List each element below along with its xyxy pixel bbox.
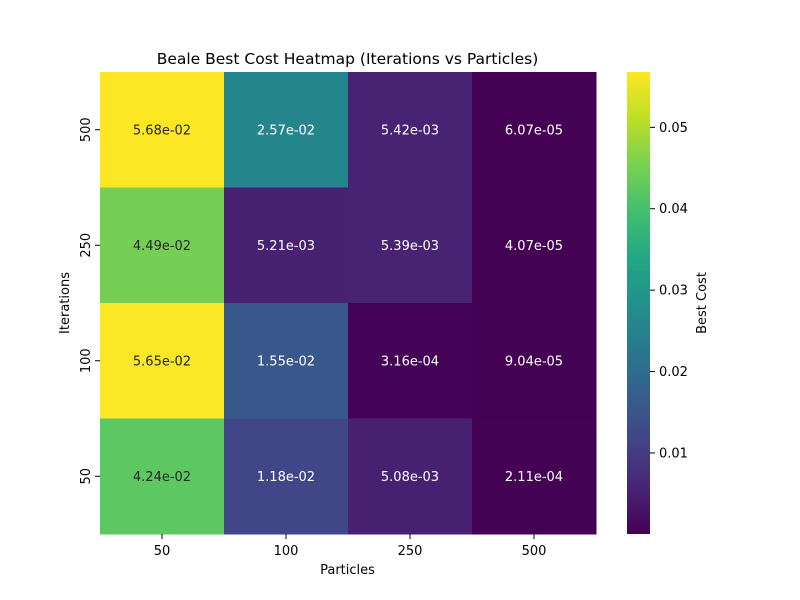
colorbar-tick-label: 0.01 xyxy=(659,446,688,461)
cell-value-label: 4.24e-02 xyxy=(133,470,191,485)
x-tick-label: 50 xyxy=(154,544,171,559)
heatmap-cell xyxy=(348,303,473,419)
cell-value-label: 5.21e-03 xyxy=(257,239,315,254)
cell-value-label: 1.55e-02 xyxy=(257,354,315,369)
x-axis-ticks: 50 100 250 500 xyxy=(154,534,547,559)
heatmap-cell xyxy=(472,187,597,304)
heatmap-cells: 5.68e-02 2.57e-02 5.42e-03 6.07e-05 4.49e-02… xyxy=(100,72,597,535)
heatmap-cell xyxy=(224,418,349,535)
x-tick-label: 100 xyxy=(274,544,299,559)
x-tick-label: 500 xyxy=(522,544,547,559)
cell-value-label: 3.16e-04 xyxy=(381,354,439,369)
y-axis-label: Iterations xyxy=(58,272,73,334)
heatmap-cell xyxy=(472,72,597,188)
colorbar-tick-label: 0.04 xyxy=(659,202,688,217)
cell-value-label: 9.04e-05 xyxy=(505,354,563,369)
cell-value-label: 5.65e-02 xyxy=(133,354,191,369)
heatmap-cell xyxy=(224,72,349,188)
heatmap-cell xyxy=(100,418,225,535)
colorbar-tick-label: 0.05 xyxy=(659,121,688,136)
colorbar-tick-label: 0.03 xyxy=(659,284,688,299)
heatmap-cell xyxy=(100,303,225,419)
colorbar-label: Best Cost xyxy=(695,272,710,334)
cell-value-label: 2.11e-04 xyxy=(505,470,563,485)
cell-value-label: 5.39e-03 xyxy=(381,239,439,254)
cell-value-label: 5.08e-03 xyxy=(381,470,439,485)
x-tick-label: 250 xyxy=(398,544,423,559)
heatmap-cell xyxy=(224,303,349,419)
cell-value-label: 4.49e-02 xyxy=(133,239,191,254)
heatmap-cell xyxy=(472,418,597,535)
cell-value-label: 5.68e-02 xyxy=(133,123,191,138)
heatmap-cell xyxy=(100,187,225,304)
y-tick-label: 500 xyxy=(79,117,94,142)
cell-value-label: 4.07e-05 xyxy=(505,239,563,254)
y-tick-label: 250 xyxy=(79,233,94,258)
colorbar-ticks: 0.01 0.02 0.03 0.04 0.05 xyxy=(650,121,688,461)
heatmap-cell xyxy=(348,72,473,188)
colorbar xyxy=(627,72,650,534)
chart-title: Beale Best Cost Heatmap (Iterations vs P… xyxy=(157,50,539,68)
y-tick-label: 100 xyxy=(79,348,94,373)
heatmap-cell xyxy=(472,303,597,419)
heatmap-cell xyxy=(224,187,349,304)
cell-value-label: 5.42e-03 xyxy=(381,123,439,138)
colorbar-tick-label: 0.02 xyxy=(659,365,688,380)
cell-value-label: 6.07e-05 xyxy=(505,123,563,138)
heatmap-cell xyxy=(348,187,473,304)
heatmap-cell xyxy=(100,72,225,188)
cell-value-label: 1.18e-02 xyxy=(257,470,315,485)
x-axis-label: Particles xyxy=(320,563,375,578)
y-tick-label: 50 xyxy=(79,468,94,485)
y-axis-ticks: 500 250 100 50 xyxy=(79,117,100,485)
heatmap-cell xyxy=(348,418,473,535)
cell-value-label: 2.57e-02 xyxy=(257,123,315,138)
